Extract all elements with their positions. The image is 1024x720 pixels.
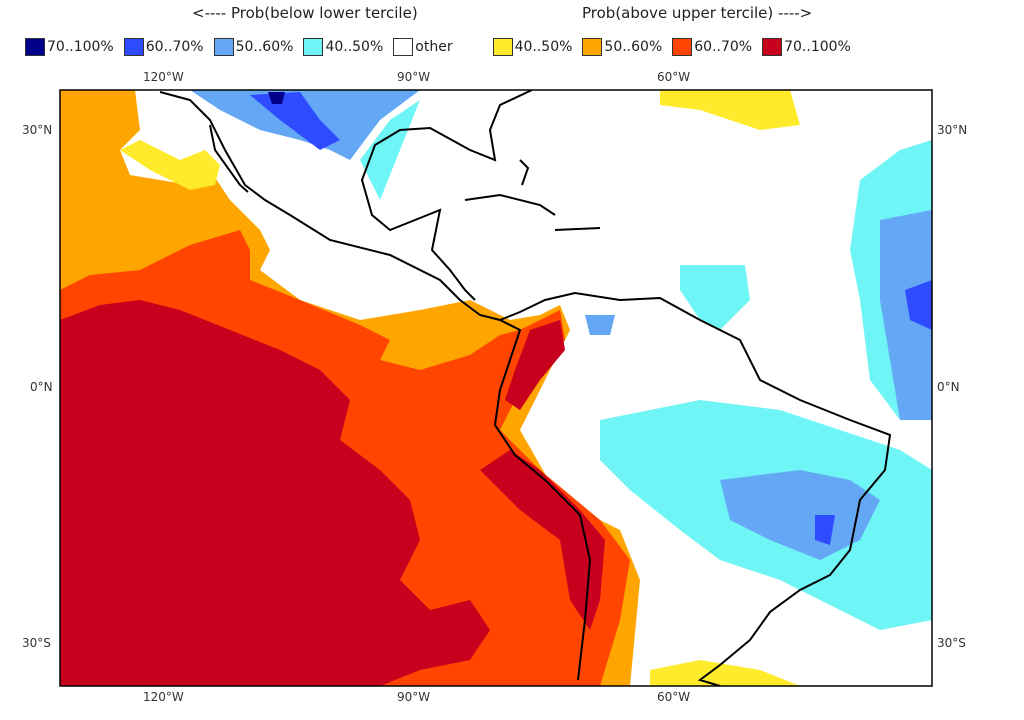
map-frame [59, 89, 933, 687]
lat-label-right: 30°S [937, 636, 966, 650]
legend-label: other [415, 39, 453, 55]
lon-label-bottom: 120°W [143, 690, 184, 704]
lat-label-left: 30°S [22, 636, 51, 650]
legend-label: 60..70% [694, 39, 753, 55]
lon-label-top: 90°W [397, 70, 431, 84]
region-darkred-70-100 [60, 300, 605, 686]
legend-label: 70..100% [47, 39, 114, 55]
region-navy-70-100 [268, 92, 285, 104]
lat-label-right: 0°N [937, 380, 960, 394]
above-tercile-title: Prob(above upper tercile) ----> [582, 4, 813, 22]
lat-label-left: 0°N [30, 380, 53, 394]
region-blue-60-70 [250, 92, 932, 545]
legend-item: 70..100% [762, 38, 851, 56]
swatch [213, 38, 234, 56]
swatch [303, 38, 324, 56]
swatch [672, 38, 693, 56]
legend-label: 40..50% [514, 39, 573, 55]
legend-label: 50..60% [235, 39, 294, 55]
legend-item: 60..70% [123, 38, 204, 56]
lon-label-top: 60°W [657, 70, 691, 84]
legend-item: 40..50% [492, 38, 573, 56]
swatch [393, 38, 414, 56]
swatch [123, 38, 144, 56]
legend-label: 40..50% [325, 39, 384, 55]
legend-item: 50..60% [582, 38, 662, 56]
legend-item: 50..60% [213, 38, 294, 56]
legend-label: 50..60% [604, 39, 663, 55]
legend-item: other [393, 38, 453, 56]
legend: 70..100% 60..70% 50..60% 40..50% other 4… [25, 38, 861, 56]
swatch [762, 38, 783, 56]
legend-label: 70..100% [784, 39, 851, 55]
lon-label-bottom: 60°W [657, 690, 691, 704]
lat-label-left: 30°N [22, 123, 53, 137]
legend-label: 60..70% [145, 39, 204, 55]
swatch [492, 38, 513, 56]
lat-label-right: 30°N [937, 123, 968, 137]
swatch [25, 38, 45, 56]
lon-label-bottom: 90°W [397, 690, 431, 704]
swatch [582, 38, 603, 56]
coastline [159, 90, 892, 686]
below-tercile-title: <---- Prob(below lower tercile) [192, 4, 418, 22]
legend-item: 40..50% [303, 38, 383, 56]
legend-item: 60..70% [672, 38, 752, 56]
legend-item: 70..100% [25, 38, 114, 56]
lon-label-top: 120°W [143, 70, 184, 84]
